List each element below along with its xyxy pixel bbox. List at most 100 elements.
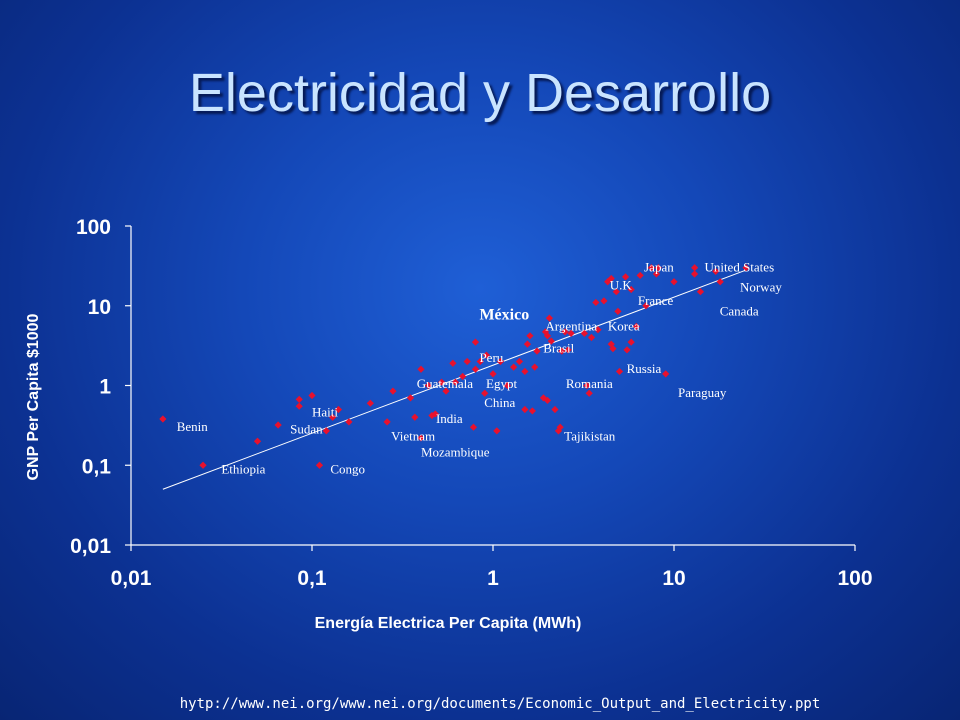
y-axis-title: GNP Per Capita $1000 (25, 313, 42, 480)
chart-axes (125, 225, 856, 551)
y-tick-label: 0,1 (82, 455, 112, 478)
x-tick-label: 0,1 (297, 567, 327, 590)
data-point (712, 267, 720, 275)
data-point (406, 394, 415, 402)
data-point (253, 437, 262, 445)
point-label: Peru (479, 350, 503, 365)
data-point (159, 415, 167, 423)
point-label: Haiti (312, 404, 338, 419)
point-label: Congo (330, 462, 365, 477)
data-point (442, 387, 450, 395)
point-label: Norway (740, 279, 782, 294)
data-point (547, 337, 555, 345)
y-tick-label: 10 (88, 296, 111, 319)
data-point (607, 274, 615, 283)
data-point (329, 413, 337, 421)
data-point (482, 351, 491, 359)
data-point (623, 346, 631, 354)
point-label: Tajikistan (564, 428, 616, 443)
point-label: Argentina (545, 318, 597, 333)
x-tick-label: 100 (837, 567, 872, 590)
data-point (274, 421, 282, 429)
point-label: Russia (627, 361, 662, 376)
data-point (533, 347, 541, 355)
source-note: hytp://www.nei.org/www.nei.org/documents… (179, 696, 821, 712)
data-point (545, 314, 554, 322)
data-point (594, 326, 602, 334)
data-point (469, 423, 478, 431)
slide-title: Electricidad y Desarrollo (188, 63, 772, 123)
data-point (449, 359, 457, 367)
point-label: Japan (644, 260, 674, 275)
data-point (424, 381, 433, 390)
data-point (551, 405, 559, 414)
point-label: India (436, 411, 463, 426)
data-point (614, 307, 622, 315)
data-point (322, 427, 330, 435)
data-point (437, 378, 446, 386)
data-point (600, 297, 608, 305)
data-point (476, 357, 484, 366)
data-point (308, 391, 316, 400)
data-point (489, 370, 497, 378)
data-point (315, 461, 324, 469)
x-tick-label: 0,01 (111, 567, 152, 590)
data-point (585, 389, 593, 397)
data-point (471, 365, 480, 373)
data-point (662, 370, 670, 378)
data-point (521, 367, 529, 376)
data-point (621, 273, 630, 281)
x-axis-title: Energía Electrica Per Capita (MWh) (315, 615, 582, 632)
data-point (580, 329, 589, 338)
data-point (609, 345, 617, 353)
data-point (523, 340, 532, 348)
data-point (431, 410, 439, 418)
point-label: Korea (608, 318, 640, 333)
data-point (366, 399, 374, 407)
data-point (642, 302, 650, 310)
data-point (539, 394, 548, 402)
data-point (334, 405, 343, 414)
data-point (604, 278, 612, 286)
data-point (510, 363, 518, 371)
data-point (607, 340, 615, 348)
data-point (612, 288, 620, 296)
data-point (742, 264, 750, 272)
x-tick-label: 10 (662, 567, 685, 590)
y-tick-label: 1 (99, 376, 111, 399)
point-label: China (484, 395, 515, 410)
data-point (451, 378, 460, 386)
data-point (696, 288, 705, 296)
data-point (592, 298, 600, 307)
data-point (528, 407, 536, 415)
data-point (716, 278, 724, 286)
data-point (691, 264, 699, 272)
point-label: U.K (610, 277, 633, 292)
tick-labels: 0,01 0,1 1 10 100 0,01 0,1 1 10 100 (70, 216, 872, 590)
data-point (632, 322, 641, 331)
point-label: Ethiopia (221, 462, 265, 477)
point-label: France (638, 293, 674, 308)
data-point (471, 338, 480, 346)
data-point (496, 357, 505, 366)
data-point (295, 402, 303, 410)
data-point (558, 347, 566, 355)
data-point (531, 363, 539, 371)
data-point (636, 271, 644, 280)
data-point (654, 264, 663, 272)
point-label: Brasil (543, 341, 574, 356)
data-point (417, 365, 425, 373)
point-labels: Japan United States Norway U.K France Canada M… (177, 260, 783, 477)
data-point (295, 395, 303, 403)
x-tick-label: 1 (487, 567, 499, 590)
data-point (543, 332, 552, 340)
data-point (459, 372, 467, 381)
data-point (199, 461, 207, 469)
y-tick-label: 0,01 (70, 535, 111, 558)
data-points (159, 264, 750, 469)
point-label: México (479, 307, 529, 324)
point-label: Vietnam (391, 428, 435, 443)
data-point (345, 418, 353, 426)
data-point (389, 387, 397, 395)
